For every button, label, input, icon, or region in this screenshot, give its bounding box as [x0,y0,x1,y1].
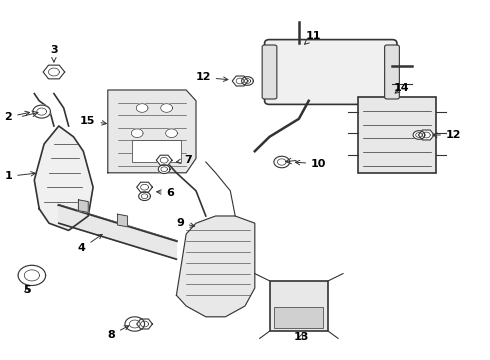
Polygon shape [274,156,290,168]
Polygon shape [34,126,93,230]
FancyBboxPatch shape [265,40,397,104]
Polygon shape [232,76,248,86]
Polygon shape [59,205,176,259]
Polygon shape [118,214,127,227]
Polygon shape [158,165,170,174]
Polygon shape [277,159,286,165]
Polygon shape [131,129,143,138]
Text: 15: 15 [80,116,106,126]
Text: 5: 5 [23,285,31,295]
Polygon shape [161,104,172,112]
Polygon shape [156,155,172,165]
FancyBboxPatch shape [262,45,277,99]
Polygon shape [125,317,145,331]
Polygon shape [129,320,140,328]
Polygon shape [176,216,255,317]
Text: 11: 11 [305,31,321,44]
Text: 9: 9 [176,218,195,228]
Bar [270,281,328,331]
Text: 3: 3 [50,45,58,62]
Text: 1: 1 [4,171,35,181]
FancyBboxPatch shape [385,45,399,99]
Polygon shape [166,129,177,138]
Polygon shape [33,105,50,118]
Polygon shape [136,104,148,112]
Polygon shape [78,200,88,212]
Text: 6: 6 [157,188,174,198]
Text: 14: 14 [394,83,410,93]
Polygon shape [418,130,434,140]
Polygon shape [37,108,47,115]
Polygon shape [161,167,168,172]
Text: 12: 12 [195,72,228,82]
Polygon shape [416,132,422,138]
Bar [132,140,181,162]
Text: 7: 7 [176,155,192,165]
Text: 13: 13 [294,332,309,342]
Polygon shape [139,192,150,201]
Polygon shape [244,78,251,84]
Text: 4: 4 [78,234,102,253]
Polygon shape [43,65,65,79]
Text: 12: 12 [433,130,462,140]
Polygon shape [137,319,152,329]
Polygon shape [242,77,253,85]
Text: 10: 10 [295,159,326,169]
Bar [274,307,323,328]
Polygon shape [141,194,148,199]
Polygon shape [18,265,46,285]
Polygon shape [413,131,425,139]
Polygon shape [137,182,152,192]
Text: 2: 2 [4,111,29,122]
Polygon shape [24,270,39,281]
Text: 8: 8 [107,326,129,340]
Polygon shape [108,90,196,173]
Bar [358,97,436,173]
